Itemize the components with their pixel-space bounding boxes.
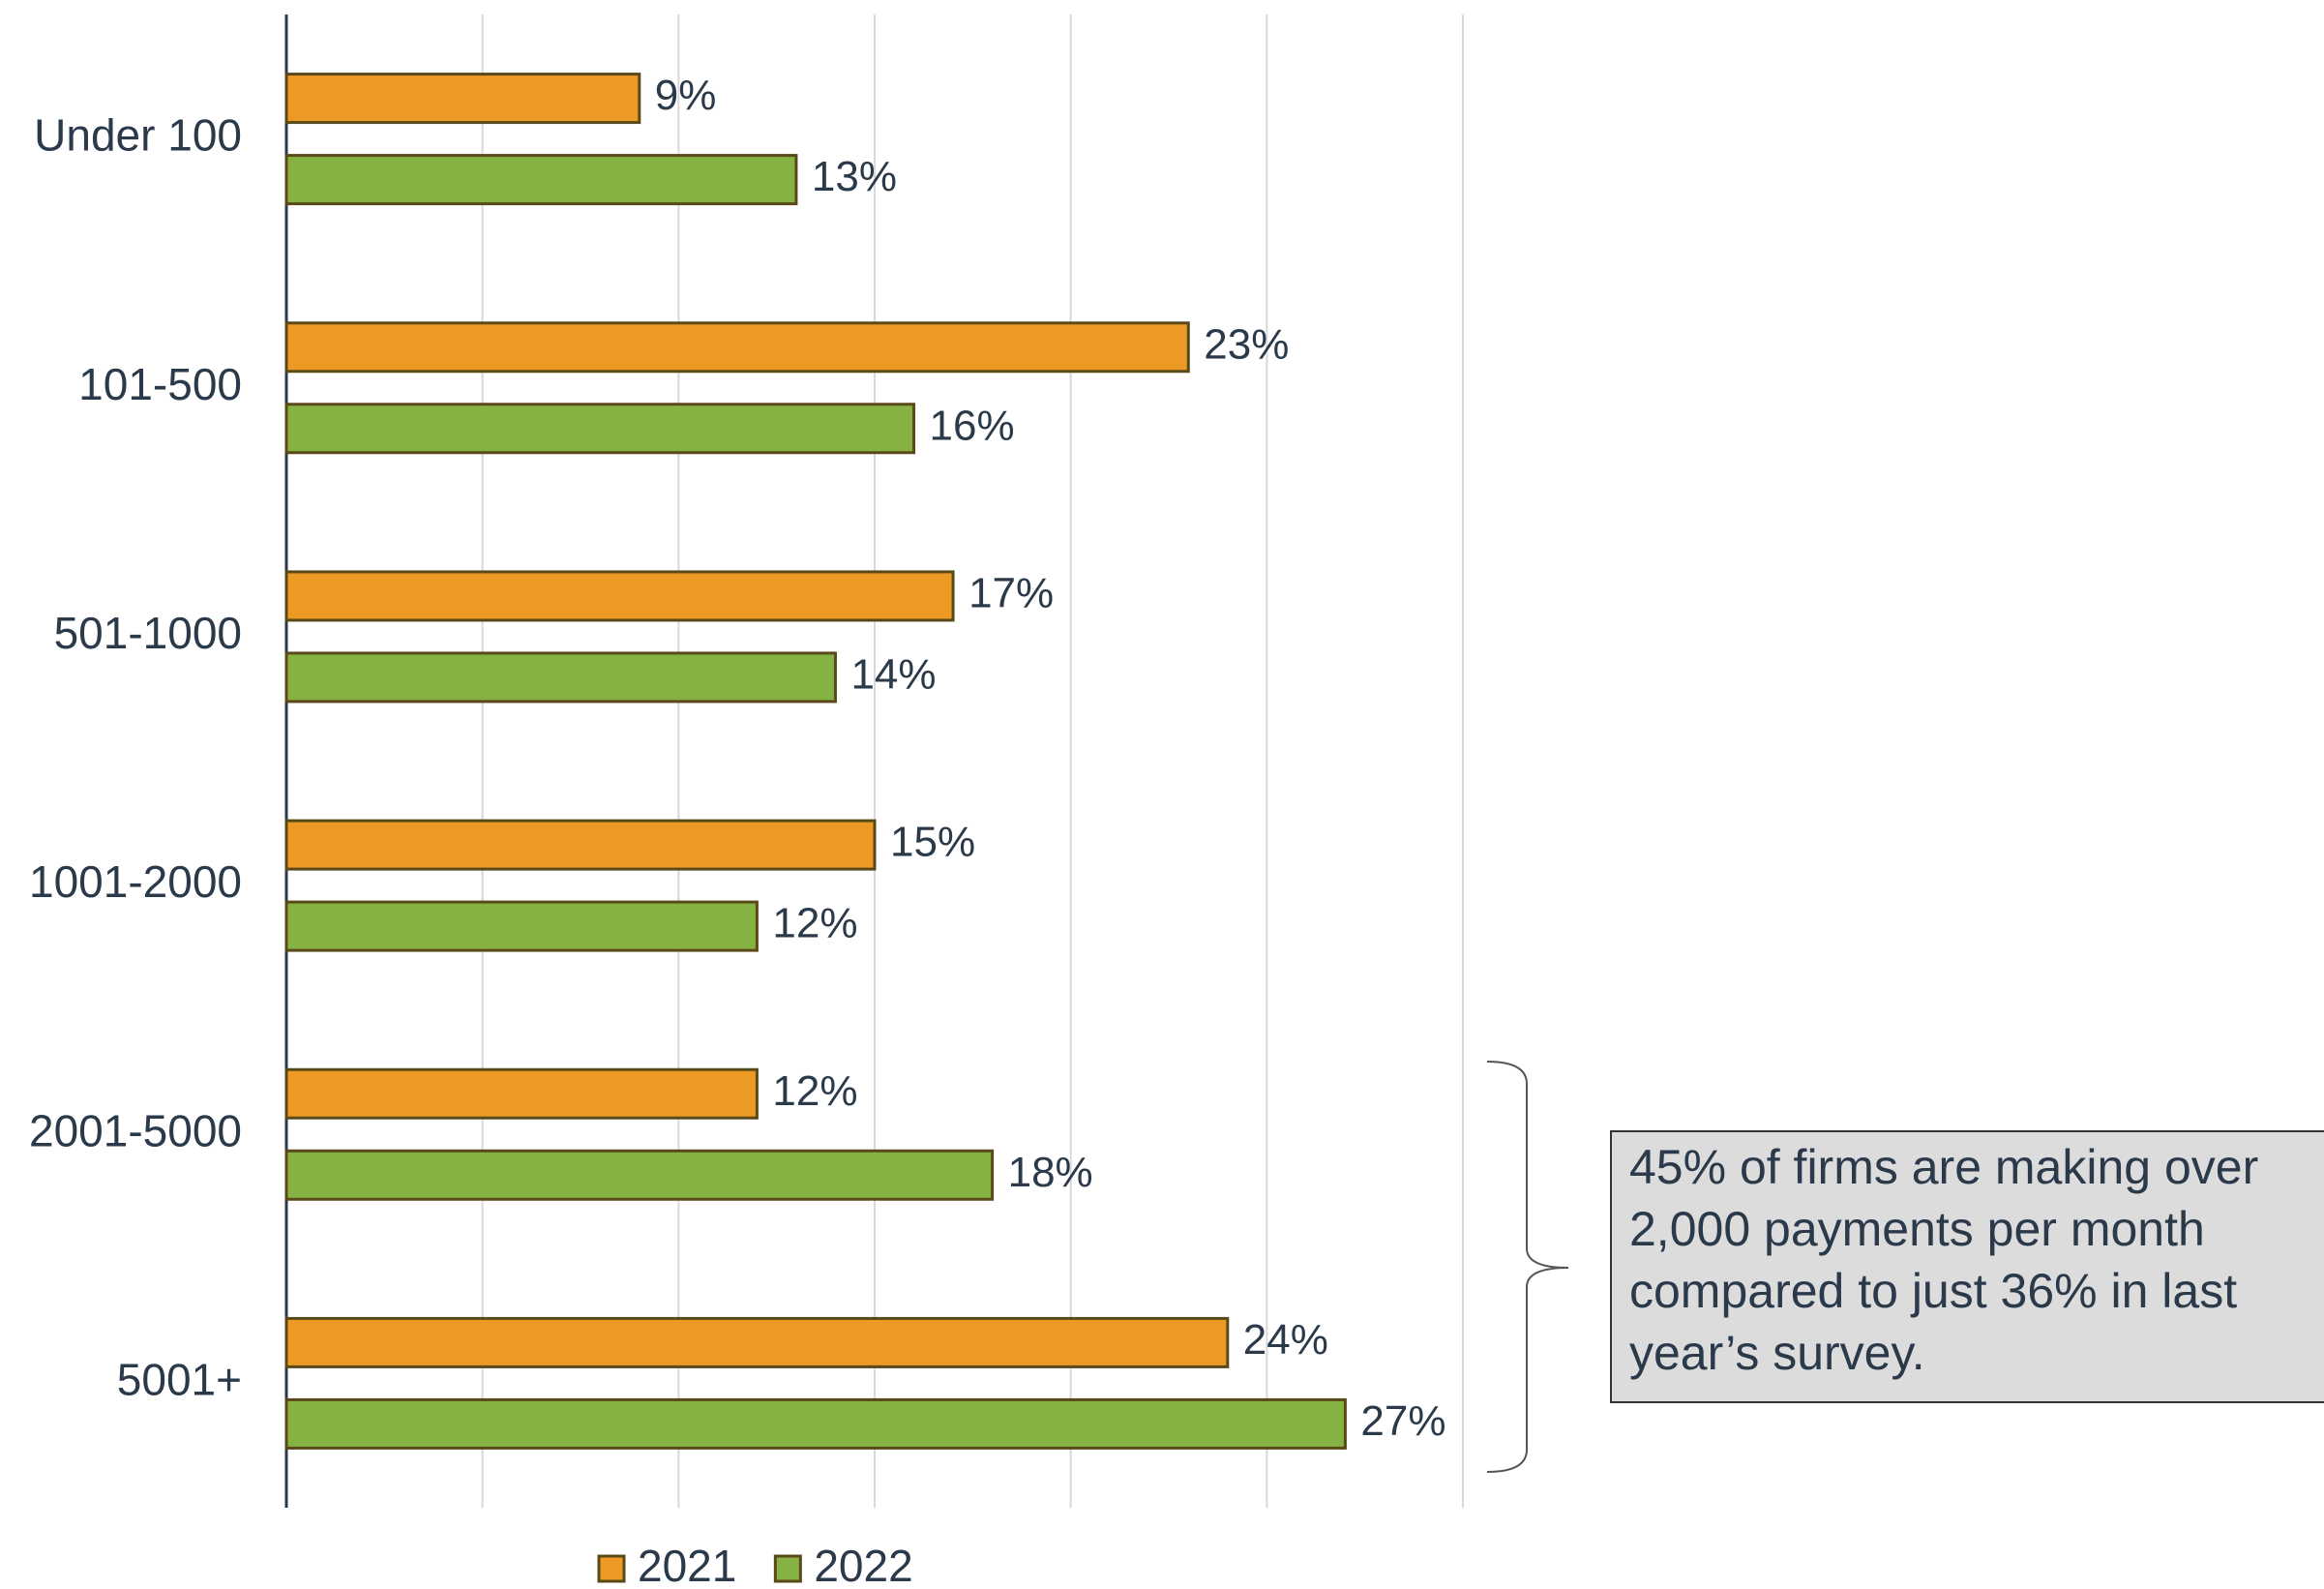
value-label: 16% <box>930 402 1015 449</box>
value-label: 17% <box>968 570 1054 617</box>
bar <box>284 819 877 871</box>
category-label: 101-500 <box>78 359 242 409</box>
bar <box>284 1397 1347 1450</box>
legend-swatch <box>597 1554 626 1583</box>
value-label: 12% <box>772 1067 857 1115</box>
bracket <box>1486 1061 1569 1473</box>
value-label: 24% <box>1243 1316 1328 1364</box>
bar <box>284 1067 759 1120</box>
value-label: 18% <box>1008 1149 1093 1196</box>
annotation-text: year’s survey. <box>1629 1326 1925 1380</box>
value-label: 15% <box>890 819 975 866</box>
bar <box>284 570 955 622</box>
legend-label: 2022 <box>814 1541 912 1589</box>
category-label: Under 100 <box>34 110 242 161</box>
category-label: 5001+ <box>117 1355 242 1405</box>
bar <box>284 1316 1230 1368</box>
category-label: 2001-5000 <box>29 1105 242 1155</box>
annotation-text: 45% of firms are making over <box>1629 1140 2258 1194</box>
category-label: 501-1000 <box>54 608 242 658</box>
bar <box>284 154 798 206</box>
bar <box>284 403 916 455</box>
value-label: 14% <box>850 651 936 699</box>
bar <box>284 321 1190 374</box>
category-label: 1001-2000 <box>29 856 242 907</box>
value-label: 27% <box>1360 1397 1445 1445</box>
value-label: 23% <box>1204 320 1289 368</box>
legend-label: 2021 <box>638 1541 736 1589</box>
annotation-text: 2,000 payments per month <box>1629 1202 2205 1256</box>
annotation-box <box>1610 1130 2324 1403</box>
bar <box>284 651 837 704</box>
value-label: 12% <box>772 900 857 947</box>
value-label: 9% <box>655 72 717 119</box>
value-label: 13% <box>812 153 897 200</box>
bar <box>284 1149 995 1201</box>
bar <box>284 73 641 125</box>
legend-swatch <box>773 1554 802 1583</box>
annotation-text: compared to just 36% in last <box>1629 1264 2237 1318</box>
bar <box>284 900 759 952</box>
